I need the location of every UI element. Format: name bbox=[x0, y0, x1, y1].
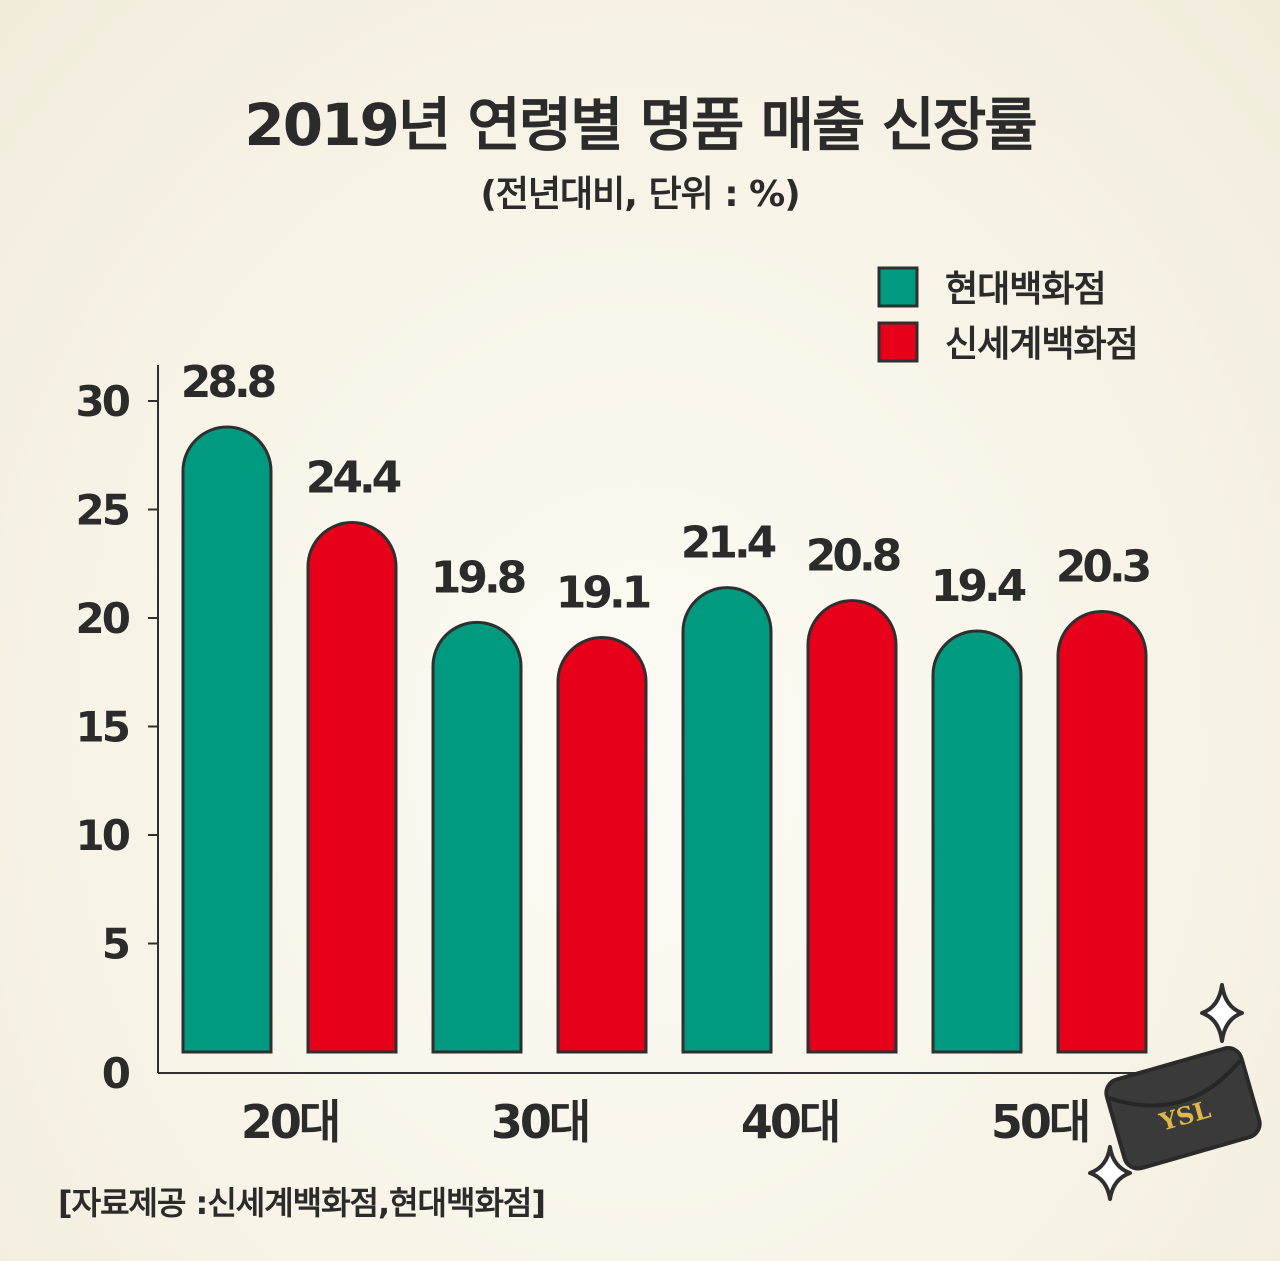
y-tick-label: 20 bbox=[76, 594, 130, 643]
data-label: 20.8 bbox=[806, 531, 900, 582]
sparkle-icon bbox=[1200, 983, 1244, 1043]
legend-label: 신세계백화점 bbox=[945, 324, 1138, 365]
y-tick-label: 15 bbox=[76, 703, 129, 752]
legend-swatch bbox=[877, 321, 919, 363]
bar-shinsegae bbox=[1056, 609, 1148, 1054]
data-label: 19.1 bbox=[556, 568, 650, 619]
x-category-label: 30대 bbox=[491, 1095, 588, 1149]
bar-shinsegae bbox=[556, 636, 648, 1054]
bar-hyundai bbox=[431, 620, 523, 1054]
y-tick-label: 25 bbox=[76, 486, 129, 535]
data-label: 19.4 bbox=[931, 561, 1026, 612]
bar-shinsegae bbox=[306, 521, 398, 1054]
legend-swatch bbox=[877, 266, 919, 308]
sparkle-icon bbox=[1088, 1145, 1132, 1201]
x-category-label: 20대 bbox=[241, 1095, 338, 1149]
data-label: 24.4 bbox=[306, 453, 401, 504]
y-tick-label: 0 bbox=[102, 1049, 130, 1098]
legend-label: 현대백화점 bbox=[945, 269, 1106, 310]
data-label: 19.8 bbox=[431, 552, 525, 603]
y-tick-label: 5 bbox=[102, 920, 129, 969]
chart-subtitle: (전년대비, 단위 : %) bbox=[480, 174, 800, 215]
x-category-label: 40대 bbox=[741, 1095, 838, 1149]
bar-hyundai bbox=[681, 586, 773, 1054]
y-tick-label: 10 bbox=[76, 811, 130, 860]
data-label: 28.8 bbox=[181, 357, 275, 408]
x-category-label: 50대 bbox=[991, 1095, 1088, 1149]
bar-hyundai bbox=[931, 629, 1023, 1054]
bar-hyundai bbox=[181, 425, 273, 1054]
source-note: [자료제공 :신세계백화점,현대백화점] bbox=[58, 1184, 546, 1222]
data-label: 21.4 bbox=[681, 518, 776, 569]
chart-title: 2019년 연령별 명품 매출 신장률 bbox=[244, 91, 1037, 159]
y-tick-label: 30 bbox=[76, 377, 130, 426]
handbag-icon: YSL bbox=[1088, 983, 1262, 1201]
bar-shinsegae bbox=[806, 599, 898, 1054]
data-label: 20.3 bbox=[1056, 541, 1150, 592]
